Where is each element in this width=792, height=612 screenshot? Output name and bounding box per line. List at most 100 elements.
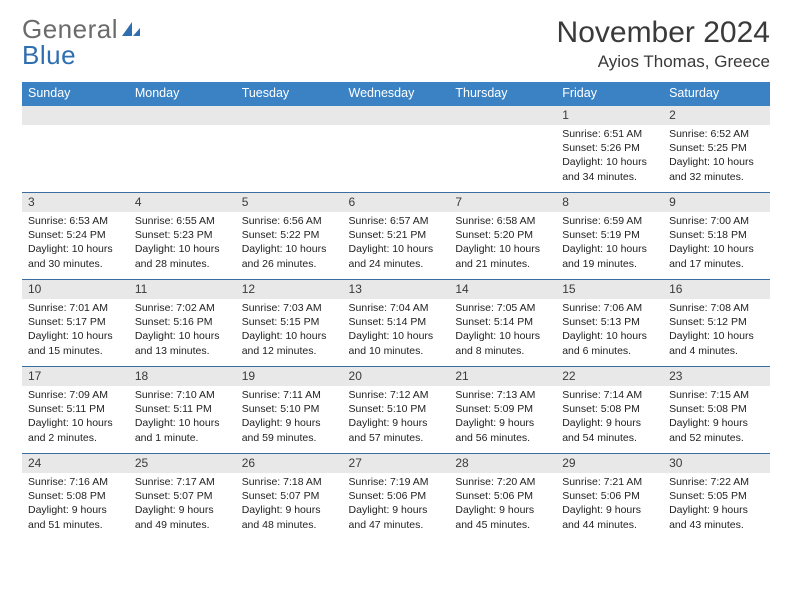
day-number: 26 xyxy=(236,454,343,473)
day-number xyxy=(129,106,236,125)
sunset-text: Sunset: 5:23 PM xyxy=(135,228,230,242)
sunrise-text: Sunrise: 7:15 AM xyxy=(669,388,764,402)
day-number: 23 xyxy=(663,367,770,386)
sunrise-text: Sunrise: 6:57 AM xyxy=(349,214,444,228)
daylight-text: Daylight: 9 hours and 51 minutes. xyxy=(28,503,123,531)
day-number: 10 xyxy=(22,280,129,299)
calendar-week-row: 17Sunrise: 7:09 AMSunset: 5:11 PMDayligh… xyxy=(22,367,770,454)
calendar-day-cell xyxy=(449,105,556,193)
calendar-day-cell: 7Sunrise: 6:58 AMSunset: 5:20 PMDaylight… xyxy=(449,193,556,280)
calendar-day-cell: 19Sunrise: 7:11 AMSunset: 5:10 PMDayligh… xyxy=(236,367,343,454)
calendar-week-row: 3Sunrise: 6:53 AMSunset: 5:24 PMDaylight… xyxy=(22,193,770,280)
weekday-row: Sunday Monday Tuesday Wednesday Thursday… xyxy=(22,82,770,105)
calendar-day-cell: 8Sunrise: 6:59 AMSunset: 5:19 PMDaylight… xyxy=(556,193,663,280)
day-number: 30 xyxy=(663,454,770,473)
sunset-text: Sunset: 5:07 PM xyxy=(242,489,337,503)
day-details: Sunrise: 7:12 AMSunset: 5:10 PMDaylight:… xyxy=(343,386,450,449)
day-number: 20 xyxy=(343,367,450,386)
day-details: Sunrise: 7:11 AMSunset: 5:10 PMDaylight:… xyxy=(236,386,343,449)
day-details: Sunrise: 6:52 AMSunset: 5:25 PMDaylight:… xyxy=(663,125,770,188)
day-details: Sunrise: 7:09 AMSunset: 5:11 PMDaylight:… xyxy=(22,386,129,449)
sunrise-text: Sunrise: 7:02 AM xyxy=(135,301,230,315)
sunset-text: Sunset: 5:11 PM xyxy=(28,402,123,416)
daylight-text: Daylight: 9 hours and 54 minutes. xyxy=(562,416,657,444)
title-block: November 2024 Ayios Thomas, Greece xyxy=(557,16,770,72)
brand-line2: Blue xyxy=(22,40,76,70)
day-number xyxy=(449,106,556,125)
daylight-text: Daylight: 9 hours and 59 minutes. xyxy=(242,416,337,444)
sunset-text: Sunset: 5:15 PM xyxy=(242,315,337,329)
sunset-text: Sunset: 5:13 PM xyxy=(562,315,657,329)
day-number xyxy=(22,106,129,125)
calendar-day-cell: 14Sunrise: 7:05 AMSunset: 5:14 PMDayligh… xyxy=(449,280,556,367)
sail-icon xyxy=(120,20,142,38)
day-details: Sunrise: 7:14 AMSunset: 5:08 PMDaylight:… xyxy=(556,386,663,449)
day-number: 2 xyxy=(663,106,770,125)
calendar-day-cell: 10Sunrise: 7:01 AMSunset: 5:17 PMDayligh… xyxy=(22,280,129,367)
sunset-text: Sunset: 5:14 PM xyxy=(455,315,550,329)
header: General Blue November 2024 Ayios Thomas,… xyxy=(22,16,770,72)
day-details: Sunrise: 7:18 AMSunset: 5:07 PMDaylight:… xyxy=(236,473,343,536)
calendar-body: 1Sunrise: 6:51 AMSunset: 5:26 PMDaylight… xyxy=(22,105,770,540)
daylight-text: Daylight: 9 hours and 47 minutes. xyxy=(349,503,444,531)
sunrise-text: Sunrise: 7:14 AM xyxy=(562,388,657,402)
day-details: Sunrise: 7:03 AMSunset: 5:15 PMDaylight:… xyxy=(236,299,343,362)
calendar-day-cell: 29Sunrise: 7:21 AMSunset: 5:06 PMDayligh… xyxy=(556,454,663,541)
sunset-text: Sunset: 5:19 PM xyxy=(562,228,657,242)
weekday-header: Saturday xyxy=(663,82,770,105)
day-details: Sunrise: 7:05 AMSunset: 5:14 PMDaylight:… xyxy=(449,299,556,362)
daylight-text: Daylight: 10 hours and 13 minutes. xyxy=(135,329,230,357)
calendar-day-cell: 9Sunrise: 7:00 AMSunset: 5:18 PMDaylight… xyxy=(663,193,770,280)
calendar-day-cell: 15Sunrise: 7:06 AMSunset: 5:13 PMDayligh… xyxy=(556,280,663,367)
day-number: 15 xyxy=(556,280,663,299)
daylight-text: Daylight: 10 hours and 24 minutes. xyxy=(349,242,444,270)
calendar-day-cell: 17Sunrise: 7:09 AMSunset: 5:11 PMDayligh… xyxy=(22,367,129,454)
sunset-text: Sunset: 5:10 PM xyxy=(349,402,444,416)
day-details: Sunrise: 6:56 AMSunset: 5:22 PMDaylight:… xyxy=(236,212,343,275)
day-number: 21 xyxy=(449,367,556,386)
daylight-text: Daylight: 10 hours and 12 minutes. xyxy=(242,329,337,357)
sunset-text: Sunset: 5:10 PM xyxy=(242,402,337,416)
daylight-text: Daylight: 10 hours and 17 minutes. xyxy=(669,242,764,270)
sunset-text: Sunset: 5:17 PM xyxy=(28,315,123,329)
calendar-day-cell: 12Sunrise: 7:03 AMSunset: 5:15 PMDayligh… xyxy=(236,280,343,367)
calendar-day-cell: 3Sunrise: 6:53 AMSunset: 5:24 PMDaylight… xyxy=(22,193,129,280)
day-number: 19 xyxy=(236,367,343,386)
sunrise-text: Sunrise: 6:51 AM xyxy=(562,127,657,141)
calendar-day-cell: 1Sunrise: 6:51 AMSunset: 5:26 PMDaylight… xyxy=(556,105,663,193)
day-number xyxy=(236,106,343,125)
sunset-text: Sunset: 5:16 PM xyxy=(135,315,230,329)
sunset-text: Sunset: 5:18 PM xyxy=(669,228,764,242)
sunrise-text: Sunrise: 6:56 AM xyxy=(242,214,337,228)
sunset-text: Sunset: 5:20 PM xyxy=(455,228,550,242)
daylight-text: Daylight: 10 hours and 4 minutes. xyxy=(669,329,764,357)
month-title: November 2024 xyxy=(557,16,770,50)
weekday-header: Tuesday xyxy=(236,82,343,105)
sunrise-text: Sunrise: 7:00 AM xyxy=(669,214,764,228)
day-details: Sunrise: 7:08 AMSunset: 5:12 PMDaylight:… xyxy=(663,299,770,362)
location-label: Ayios Thomas, Greece xyxy=(557,52,770,72)
day-number: 11 xyxy=(129,280,236,299)
day-number: 8 xyxy=(556,193,663,212)
sunset-text: Sunset: 5:11 PM xyxy=(135,402,230,416)
sunrise-text: Sunrise: 7:05 AM xyxy=(455,301,550,315)
sunset-text: Sunset: 5:06 PM xyxy=(349,489,444,503)
weekday-header: Wednesday xyxy=(343,82,450,105)
day-details: Sunrise: 7:10 AMSunset: 5:11 PMDaylight:… xyxy=(129,386,236,449)
sunset-text: Sunset: 5:08 PM xyxy=(562,402,657,416)
day-details: Sunrise: 6:53 AMSunset: 5:24 PMDaylight:… xyxy=(22,212,129,275)
day-number: 6 xyxy=(343,193,450,212)
sunrise-text: Sunrise: 6:53 AM xyxy=(28,214,123,228)
day-number: 3 xyxy=(22,193,129,212)
daylight-text: Daylight: 9 hours and 57 minutes. xyxy=(349,416,444,444)
calendar-page: General Blue November 2024 Ayios Thomas,… xyxy=(0,0,792,550)
brand-logo: General Blue xyxy=(22,16,142,68)
daylight-text: Daylight: 10 hours and 8 minutes. xyxy=(455,329,550,357)
daylight-text: Daylight: 9 hours and 43 minutes. xyxy=(669,503,764,531)
day-details: Sunrise: 7:16 AMSunset: 5:08 PMDaylight:… xyxy=(22,473,129,536)
day-number: 24 xyxy=(22,454,129,473)
daylight-text: Daylight: 9 hours and 56 minutes. xyxy=(455,416,550,444)
calendar-day-cell xyxy=(22,105,129,193)
calendar-day-cell: 2Sunrise: 6:52 AMSunset: 5:25 PMDaylight… xyxy=(663,105,770,193)
day-number: 7 xyxy=(449,193,556,212)
